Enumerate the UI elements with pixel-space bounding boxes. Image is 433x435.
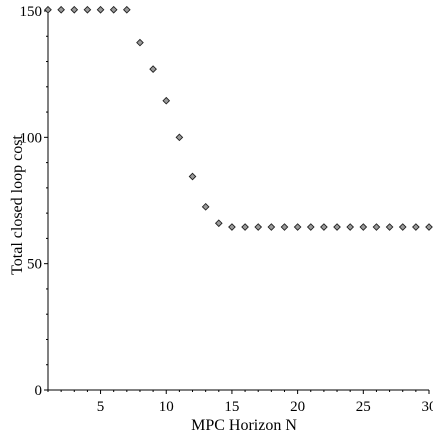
y-tick-label: 0 <box>35 383 43 399</box>
data-point <box>70 5 79 14</box>
data-point <box>293 223 302 231</box>
x-axis-title: MPC Horizon N <box>191 417 297 434</box>
data-point <box>333 223 341 231</box>
x-tick-label: 30 <box>422 399 433 415</box>
data-point <box>149 65 157 73</box>
data-point <box>57 5 65 14</box>
data-point <box>346 223 355 231</box>
data-point <box>44 5 52 14</box>
data-point <box>267 223 276 231</box>
data-point <box>228 223 236 231</box>
data-point <box>372 223 381 231</box>
data-point <box>412 223 420 231</box>
data-point <box>188 172 197 181</box>
data-point <box>83 5 92 14</box>
data-markers <box>44 5 433 231</box>
y-tick-label: 150 <box>20 4 43 20</box>
data-point <box>398 223 407 231</box>
data-point <box>306 223 315 231</box>
data-point <box>425 223 433 231</box>
data-point <box>96 5 105 14</box>
data-point <box>175 133 184 142</box>
x-tick-label: 5 <box>97 399 105 415</box>
data-point <box>320 223 328 231</box>
y-tick-label: 50 <box>27 257 42 273</box>
data-point <box>241 223 249 231</box>
data-point <box>162 96 171 105</box>
data-point <box>385 223 394 231</box>
data-point <box>280 223 289 231</box>
axes <box>47 10 429 391</box>
data-point <box>136 38 144 47</box>
y-axis-title: Total closed loop cost <box>9 135 26 275</box>
data-point <box>109 5 118 14</box>
x-tick-label: 25 <box>356 399 371 415</box>
x-tick-label: 15 <box>224 399 239 415</box>
x-tick-label: 20 <box>290 399 305 415</box>
data-point <box>122 5 131 14</box>
ticks: 0 50 100 150 5 10 15 20 25 30 <box>20 4 433 415</box>
data-point <box>254 223 263 231</box>
x-tick-label: 10 <box>159 399 174 415</box>
data-point <box>201 202 210 211</box>
y-tick-label: 100 <box>20 130 43 146</box>
data-point <box>214 219 223 228</box>
data-point <box>359 223 368 231</box>
